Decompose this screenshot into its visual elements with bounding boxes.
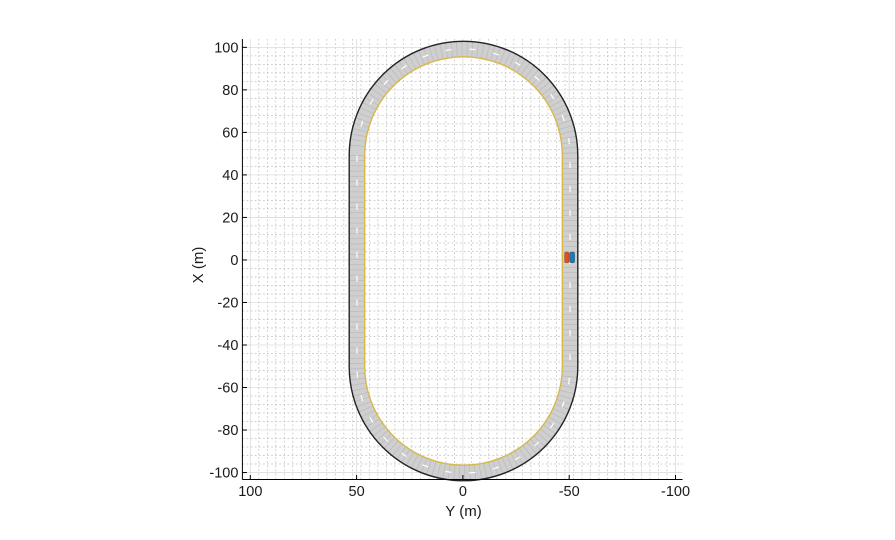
svg-text:Y (m): Y (m): [445, 503, 481, 520]
svg-text:20: 20: [222, 210, 238, 226]
svg-text:100: 100: [214, 40, 238, 56]
svg-text:-60: -60: [217, 381, 238, 397]
svg-text:-80: -80: [217, 423, 238, 439]
svg-text:50: 50: [349, 484, 365, 500]
svg-text:100: 100: [238, 484, 262, 500]
svg-text:-100: -100: [661, 484, 690, 500]
svg-text:-40: -40: [217, 338, 238, 354]
svg-text:-100: -100: [209, 466, 238, 482]
svg-text:60: 60: [222, 125, 238, 141]
svg-text:-50: -50: [559, 484, 580, 500]
svg-text:40: 40: [222, 168, 238, 184]
svg-text:X (m): X (m): [190, 247, 207, 284]
svg-text:-20: -20: [217, 295, 238, 311]
svg-text:0: 0: [459, 484, 467, 500]
svg-text:0: 0: [230, 253, 238, 269]
svg-text:80: 80: [222, 83, 238, 99]
